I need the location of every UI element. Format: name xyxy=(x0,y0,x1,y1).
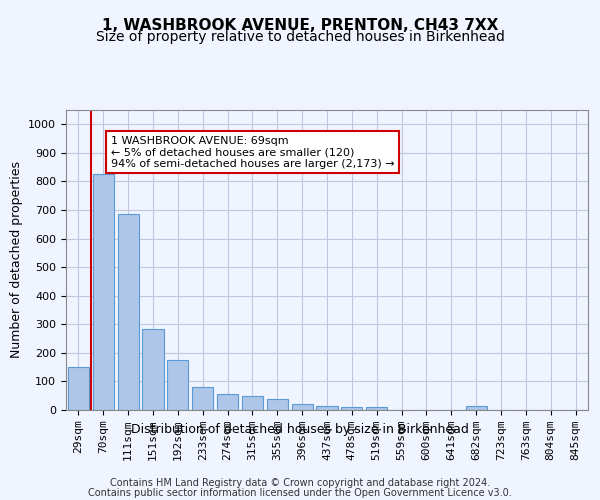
Bar xyxy=(366,407,387,410)
Text: Contains public sector information licensed under the Open Government Licence v3: Contains public sector information licen… xyxy=(88,488,512,498)
Text: Distribution of detached houses by size in Birkenhead: Distribution of detached houses by size … xyxy=(131,422,469,436)
Bar xyxy=(167,360,188,410)
Bar xyxy=(316,406,338,410)
Bar xyxy=(292,404,313,410)
Bar xyxy=(217,394,238,410)
Text: Size of property relative to detached houses in Birkenhead: Size of property relative to detached ho… xyxy=(95,30,505,44)
Bar xyxy=(93,174,114,410)
Bar xyxy=(68,367,89,410)
Text: 1, WASHBROOK AVENUE, PRENTON, CH43 7XX: 1, WASHBROOK AVENUE, PRENTON, CH43 7XX xyxy=(102,18,498,32)
Text: 1 WASHBROOK AVENUE: 69sqm
← 5% of detached houses are smaller (120)
94% of semi-: 1 WASHBROOK AVENUE: 69sqm ← 5% of detach… xyxy=(111,136,394,169)
Y-axis label: Number of detached properties: Number of detached properties xyxy=(10,162,23,358)
Bar xyxy=(118,214,139,410)
Bar xyxy=(142,328,164,410)
Bar xyxy=(192,387,213,410)
Bar xyxy=(341,407,362,410)
Bar xyxy=(242,396,263,410)
Text: Contains HM Land Registry data © Crown copyright and database right 2024.: Contains HM Land Registry data © Crown c… xyxy=(110,478,490,488)
Bar xyxy=(267,398,288,410)
Bar xyxy=(466,406,487,410)
